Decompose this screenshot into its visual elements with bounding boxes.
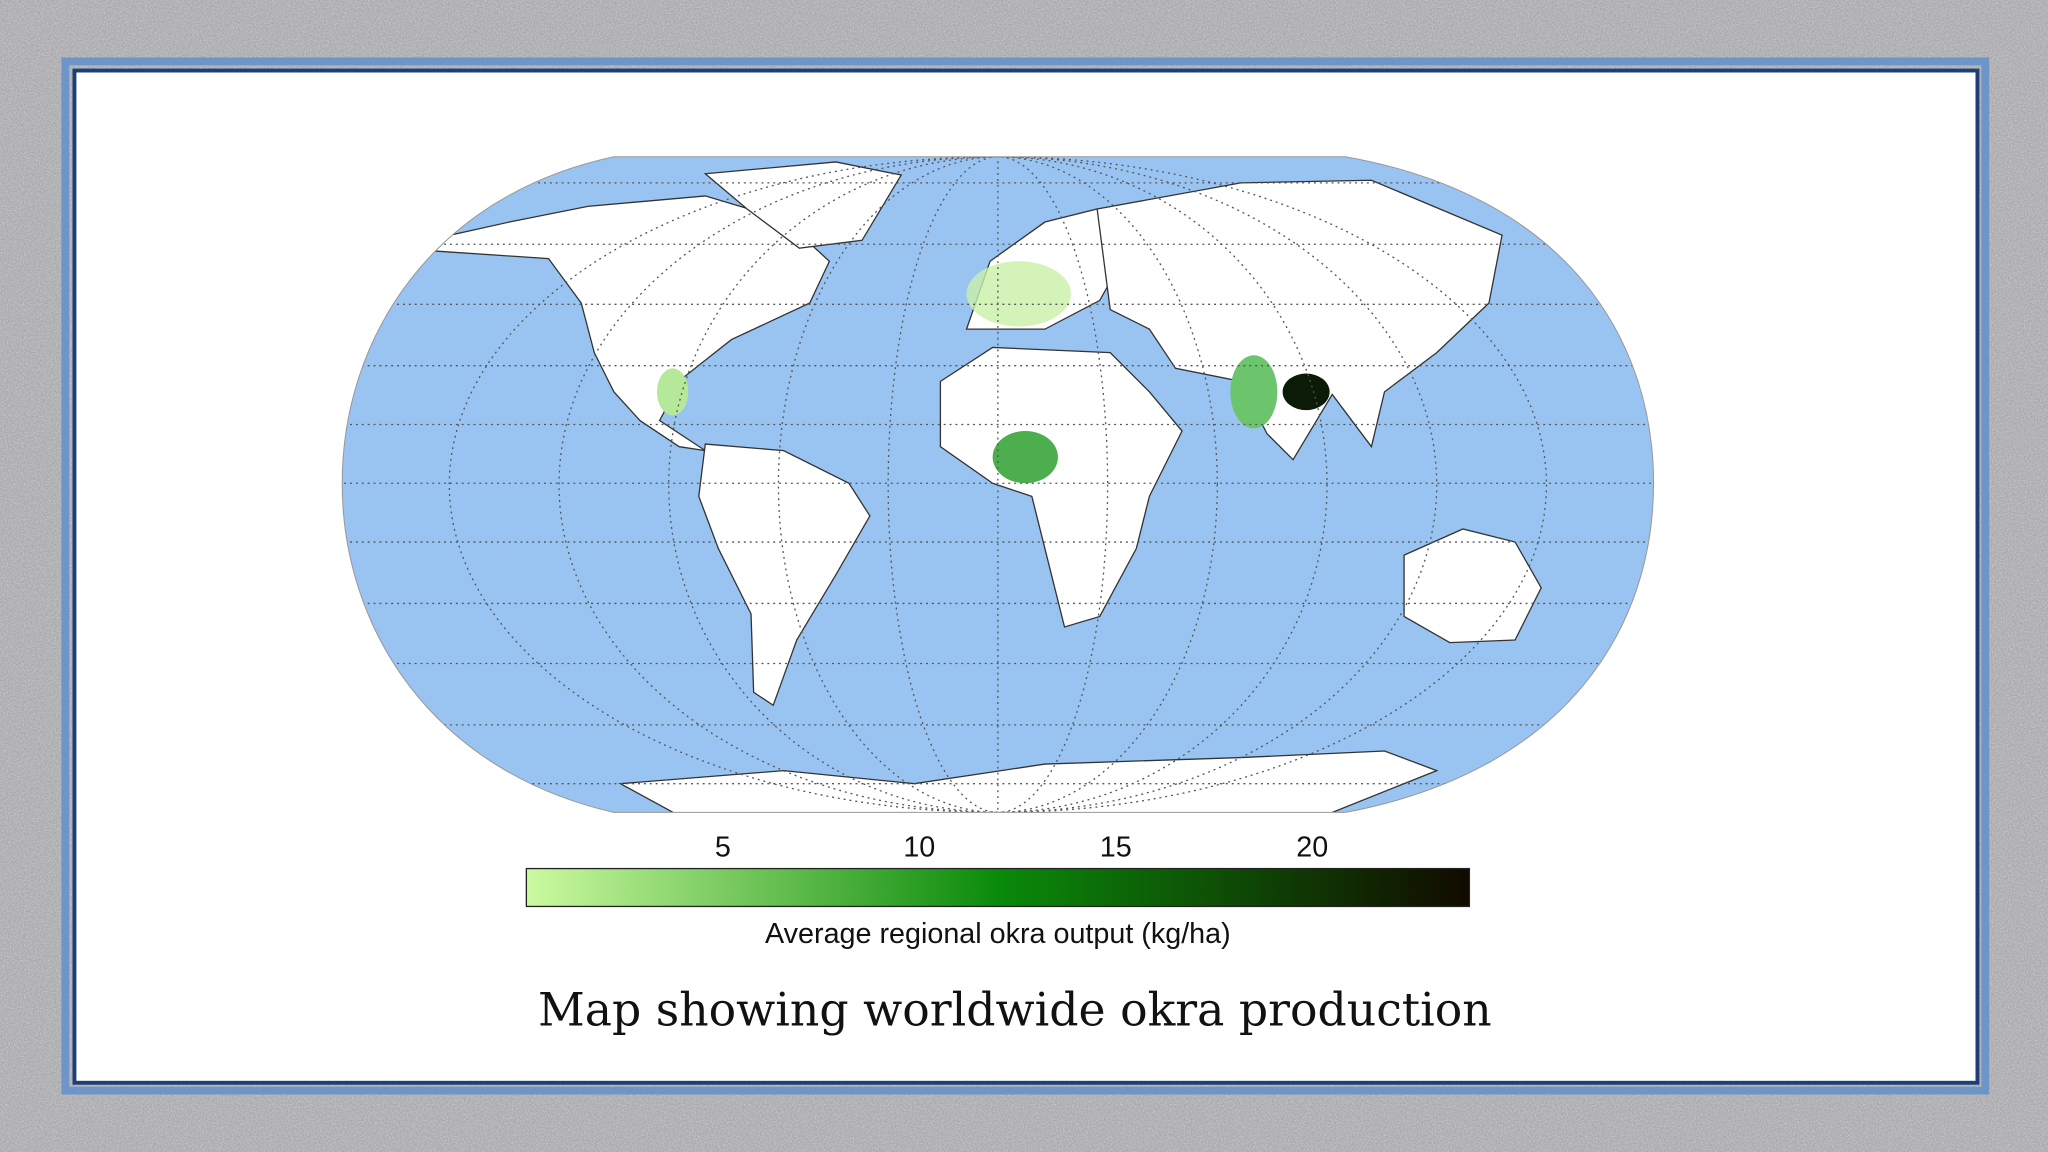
frame-outer [61,57,1990,1095]
map-outline [341,156,1655,813]
land [391,161,1542,813]
graticule [342,156,1654,813]
colorbar-tick-label: 20 [1296,832,1328,864]
caption: Map showing worldwide okra production [538,984,1492,1037]
colorbar-tick-label: 10 [903,832,935,864]
world-map [342,156,1654,813]
production-areas [656,261,1330,484]
colorbar-tick-label: 15 [1100,832,1132,864]
colorbar-tick-label: 5 [715,832,731,864]
colorbar [525,867,1471,908]
colorbar-label: Average regional okra output (kg/ha) [765,918,1231,950]
